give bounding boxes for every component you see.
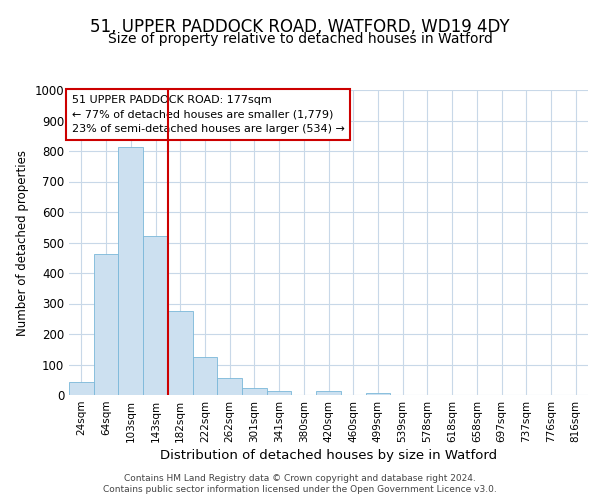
Text: Size of property relative to detached houses in Watford: Size of property relative to detached ho… xyxy=(107,32,493,46)
Text: Contains HM Land Registry data © Crown copyright and database right 2024.
Contai: Contains HM Land Registry data © Crown c… xyxy=(103,474,497,494)
Bar xyxy=(143,236,168,395)
Bar xyxy=(217,378,242,395)
Text: 51 UPPER PADDOCK ROAD: 177sqm
← 77% of detached houses are smaller (1,779)
23% o: 51 UPPER PADDOCK ROAD: 177sqm ← 77% of d… xyxy=(71,94,344,134)
Text: 51, UPPER PADDOCK ROAD, WATFORD, WD19 4DY: 51, UPPER PADDOCK ROAD, WATFORD, WD19 4D… xyxy=(90,18,510,36)
Bar xyxy=(193,357,217,395)
Bar xyxy=(365,392,390,395)
Bar xyxy=(267,392,292,395)
Bar xyxy=(94,254,118,395)
Bar xyxy=(316,392,341,395)
Bar xyxy=(168,311,193,395)
Bar xyxy=(242,388,267,395)
Y-axis label: Number of detached properties: Number of detached properties xyxy=(16,150,29,336)
Bar xyxy=(118,148,143,395)
X-axis label: Distribution of detached houses by size in Watford: Distribution of detached houses by size … xyxy=(160,449,497,462)
Bar xyxy=(69,382,94,395)
